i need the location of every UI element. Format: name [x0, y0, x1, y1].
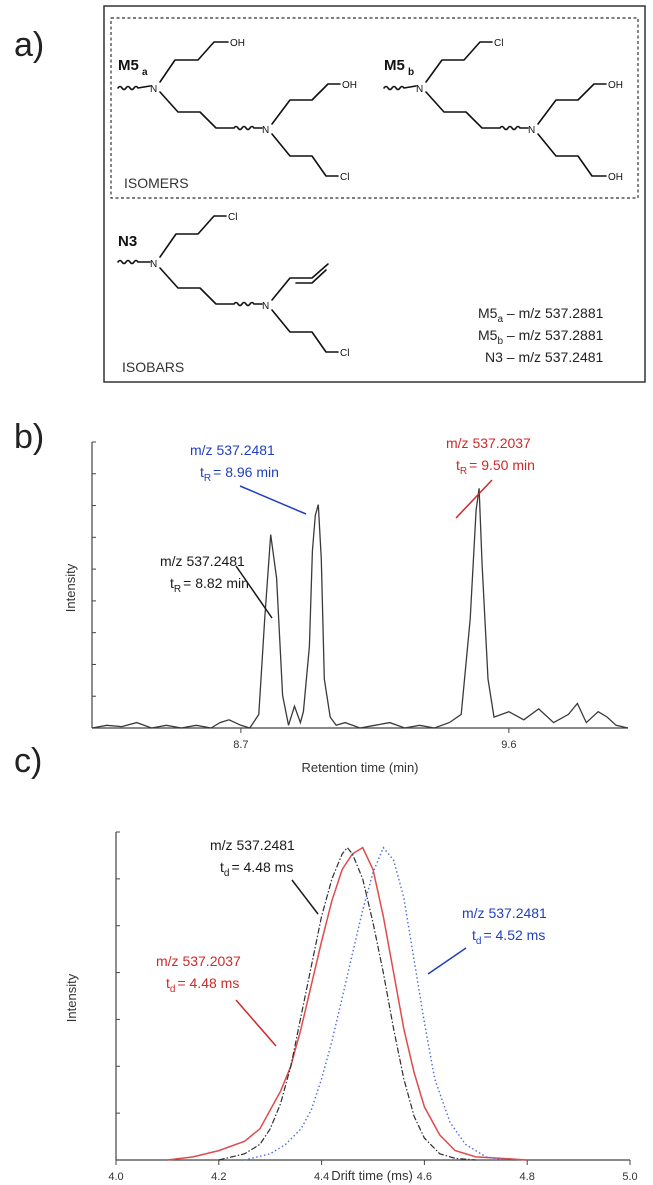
n3-cl-1: Cl: [228, 212, 237, 223]
m5b-arm-3: [537, 133, 607, 177]
panel-c-label: c): [14, 742, 42, 780]
n3-vinyl: [271, 263, 329, 301]
chart-c-series-black: [218, 846, 476, 1161]
m5b-name: M5: [384, 57, 405, 74]
annotation-pointer: [239, 485, 307, 515]
annotation-time: td = 4.48 ms: [220, 859, 293, 879]
chart-b-xlabel: Retention time (min): [301, 760, 418, 775]
x-tick-label: 5.0: [622, 1171, 637, 1183]
annotation-mz: m/z 537.2481: [190, 442, 275, 458]
m5b-n2: N: [528, 125, 535, 136]
chart-c-annotation-3: m/z 537.2037 td = 4.48 ms: [156, 953, 277, 1047]
annotation-pointer: [455, 479, 493, 519]
n3-cl-2: Cl: [340, 348, 349, 359]
n3-arm-3: [271, 309, 339, 353]
m5b-linker: [425, 91, 529, 131]
m5b-cl: Cl: [494, 38, 503, 49]
panel-b-label: b): [14, 418, 44, 456]
n3-linker: [159, 267, 263, 307]
chart-c-xlabel: Drift time (ms): [331, 1168, 413, 1183]
annotation-mz: m/z 537.2481: [160, 553, 245, 569]
chart-c-series-red: [167, 846, 528, 1161]
m5a-linker: [159, 91, 263, 131]
x-tick-label: 4.4: [314, 1171, 329, 1183]
m5a-cl: Cl: [340, 172, 349, 183]
structures-frame: [103, 5, 646, 383]
molecule-m5a: M5 a N OH N OH Cl: [117, 38, 357, 183]
chart-c-series-blue: [244, 846, 507, 1161]
chromatogram-chart: 8.7 9.6 Intensity Retention time (min) m/…: [63, 435, 629, 775]
n3-n1: N: [150, 259, 157, 270]
annotation-pointer: [427, 947, 467, 975]
annotation-time: tR = 8.96 min: [200, 464, 279, 484]
annotation-mz: m/z 537.2037: [446, 435, 531, 451]
annotation-time: tR = 8.82 min: [170, 575, 249, 595]
chart-b-series-line: [91, 488, 629, 729]
chart-c-annotation-1: m/z 537.2481 td = 4.48 ms: [210, 837, 319, 915]
isomers-label: ISOMERS: [124, 175, 189, 191]
m5a-wavy-bond: [117, 85, 151, 91]
isobars-label: ISOBARS: [122, 359, 184, 375]
annotation-time: td = 4.52 ms: [472, 927, 545, 947]
chart-b-x-ticks: 8.7 9.6: [233, 728, 517, 751]
annotation-mz: m/z 537.2481: [210, 837, 295, 853]
n3-arm-1: [159, 215, 227, 258]
annotation-pointer: [235, 999, 277, 1047]
chart-b-annotation-1: m/z 537.2481 tR = 8.82 min: [160, 553, 273, 619]
n3-vinyl-double: [295, 269, 327, 284]
m5a-n2: N: [262, 125, 269, 136]
m5b-oh-1: OH: [608, 80, 623, 91]
m5a-oh-2: OH: [342, 80, 357, 91]
structures-panel: ISOMERS ISOBARS M5 a N OH N OH Cl M5 b N…: [103, 5, 646, 383]
m5a-oh-1: OH: [230, 38, 245, 49]
m5a-arm-3: [271, 133, 339, 177]
mass-line-1: M5a – m/z 537.2881: [478, 305, 604, 325]
m5b-arm-1: [425, 41, 493, 83]
n3-name: N3: [118, 233, 137, 250]
mass-list: M5a – m/z 537.2881 M5b – m/z 537.2881 N3…: [478, 305, 604, 365]
chart-c-y-ticks: [116, 831, 120, 1161]
chart-c-annotation-2: m/z 537.2481 td = 4.52 ms: [427, 905, 547, 975]
molecule-n3: N3 N Cl N Cl: [117, 212, 349, 359]
annotation-time: tR = 9.50 min: [456, 457, 535, 477]
chart-c-x-ticks: 4.0 4.2 4.4 4.6 4.8 5.0: [108, 1160, 638, 1183]
mass-line-2: M5b – m/z 537.2881: [478, 327, 604, 347]
m5b-arm-2: [537, 83, 607, 125]
chart-b-annotation-2: m/z 537.2481 tR = 8.96 min: [190, 442, 307, 515]
m5a-subscript: a: [142, 67, 148, 78]
chart-c-ylabel: Intensity: [64, 973, 79, 1022]
m5b-wavy-bond: [383, 85, 417, 91]
chart-b-ylabel: Intensity: [63, 563, 78, 612]
n3-wavy-bond: [117, 259, 151, 265]
panel-a-label: a): [14, 26, 44, 64]
x-tick-label: 4.2: [211, 1171, 226, 1183]
annotation-pointer: [291, 879, 319, 915]
mass-line-3: N3 – m/z 537.2481: [485, 349, 604, 365]
m5a-arm-1: [159, 41, 229, 83]
annotation-mz: m/z 537.2481: [462, 905, 547, 921]
chart-b-annotation-3: m/z 537.2037 tR = 9.50 min: [446, 435, 535, 519]
x-tick-label: 4.6: [417, 1171, 432, 1183]
annotation-mz: m/z 537.2037: [156, 953, 241, 969]
m5b-subscript: b: [408, 67, 414, 78]
n3-n2: N: [262, 301, 269, 312]
annotation-pointer: [235, 565, 273, 619]
annotation-time: td = 4.48 ms: [166, 975, 239, 995]
x-tick-label: 4.8: [520, 1171, 535, 1183]
molecule-m5b: M5 b N Cl N OH OH: [383, 38, 623, 183]
x-tick-label: 9.6: [501, 739, 516, 751]
isomers-box: [110, 17, 639, 199]
x-tick-label: 4.0: [108, 1171, 123, 1183]
m5b-oh-2: OH: [608, 172, 623, 183]
x-tick-label: 8.7: [233, 739, 248, 751]
m5a-arm-2: [271, 83, 341, 125]
drift-time-chart: 4.0 4.2 4.4 4.6 4.8 5.0 Intensity Drift time …: [64, 831, 638, 1183]
m5a-name: M5: [118, 57, 139, 74]
m5a-n1: N: [150, 84, 157, 95]
m5b-n1: N: [416, 84, 423, 95]
